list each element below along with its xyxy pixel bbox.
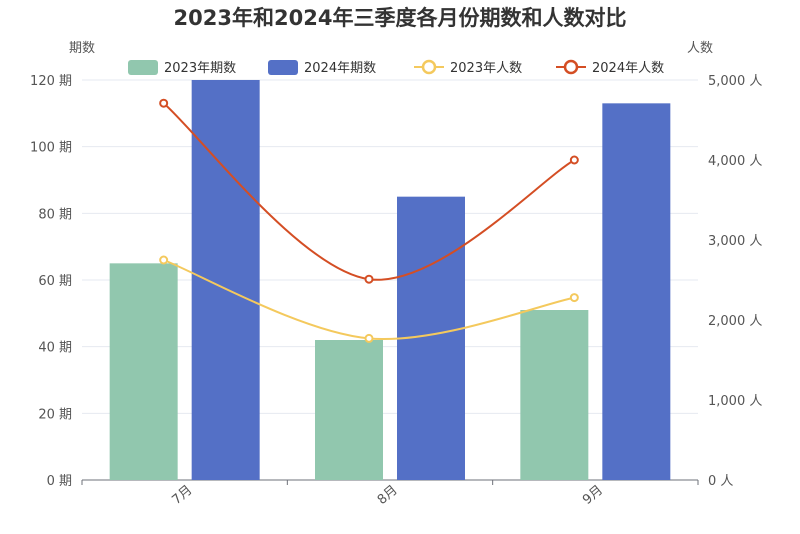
point-2024-people[interactable] xyxy=(569,155,579,165)
y-left-tick-label: 40 期 xyxy=(38,341,72,356)
y-left-tick-label: 80 期 xyxy=(38,207,72,222)
bar-2024-periods[interactable] xyxy=(191,80,260,480)
y-left-tick-label: 60 期 xyxy=(38,274,72,289)
y-right-tick-label: 4,000 人 xyxy=(708,154,762,169)
y-right-tick-label: 3,000 人 xyxy=(708,234,762,249)
y-right-tick-label: 0 人 xyxy=(708,474,733,489)
bar-2023-periods[interactable] xyxy=(520,310,589,480)
legend-marker[interactable] xyxy=(421,59,437,75)
legend-label[interactable]: 2023年人数 xyxy=(450,61,522,76)
legend-label[interactable]: 2024年期数 xyxy=(304,61,376,76)
x-tick-label: 8月 xyxy=(375,483,401,508)
y-right-tick-label: 2,000 人 xyxy=(708,314,762,329)
bar-2023-periods[interactable] xyxy=(109,263,178,480)
y-right-tick-label: 1,000 人 xyxy=(708,394,762,409)
bar-2023-periods[interactable] xyxy=(315,340,383,480)
legend-marker[interactable] xyxy=(563,59,579,75)
y-left-tick-label: 20 期 xyxy=(38,407,72,422)
chart-title: 2023年和2024年三季度各月份期数和人数对比 xyxy=(173,6,627,30)
y-right-tick-label: 5,000 人 xyxy=(708,74,762,89)
x-tick-label: 7月 xyxy=(169,483,195,508)
legend-swatch[interactable] xyxy=(268,60,298,75)
x-tick-label: 9月 xyxy=(580,483,606,508)
point-2023-people[interactable] xyxy=(364,333,374,343)
y-left-tick-label: 0 期 xyxy=(47,474,72,489)
y-left-tick-label: 100 期 xyxy=(30,141,72,156)
point-2024-people[interactable] xyxy=(364,274,374,284)
bar-2024-periods[interactable] xyxy=(602,103,671,480)
y-left-axis-title: 期数 xyxy=(69,41,95,56)
legend-swatch[interactable] xyxy=(128,60,158,75)
point-2024-people[interactable] xyxy=(159,98,169,108)
y-left-tick-label: 120 期 xyxy=(30,74,72,89)
legend-label[interactable]: 2024年人数 xyxy=(592,61,664,76)
y-right-axis-title: 人数 xyxy=(687,41,713,56)
legend-label[interactable]: 2023年期数 xyxy=(164,61,236,76)
point-2023-people[interactable] xyxy=(569,293,579,303)
point-2023-people[interactable] xyxy=(159,255,169,265)
